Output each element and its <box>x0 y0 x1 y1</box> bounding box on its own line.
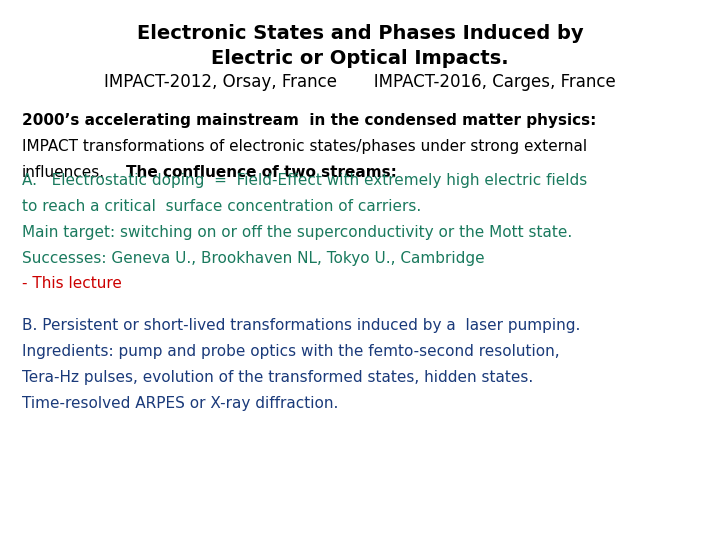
Text: A.   Electrostatic doping  =  Field-Effect with extremely high electric fields: A. Electrostatic doping = Field-Effect w… <box>22 173 587 188</box>
Text: Tera-Hz pulses, evolution of the transformed states, hidden states.: Tera-Hz pulses, evolution of the transfo… <box>22 370 533 385</box>
Text: B. Persistent or short-lived transformations induced by a  laser pumping.: B. Persistent or short-lived transformat… <box>22 318 580 333</box>
Text: to reach a critical  surface concentration of carriers.: to reach a critical surface concentratio… <box>22 199 421 214</box>
Text: Electronic States and Phases Induced by: Electronic States and Phases Induced by <box>137 24 583 43</box>
Text: - This lecture: - This lecture <box>22 276 122 292</box>
Text: IMPACT-2012, Orsay, France       IMPACT-2016, Carges, France: IMPACT-2012, Orsay, France IMPACT-2016, … <box>104 73 616 91</box>
Text: Ingredients: pump and probe optics with the femto-second resolution,: Ingredients: pump and probe optics with … <box>22 344 559 359</box>
Text: Time-resolved ARPES or X-ray diffraction.: Time-resolved ARPES or X-ray diffraction… <box>22 396 338 411</box>
Text: 2000’s accelerating mainstream  in the condensed matter physics:: 2000’s accelerating mainstream in the co… <box>22 113 596 129</box>
Text: Electric or Optical Impacts.: Electric or Optical Impacts. <box>211 49 509 68</box>
Text: Main target: switching on or off the superconductivity or the Mott state.: Main target: switching on or off the sup… <box>22 225 572 240</box>
Text: The confluence of two streams:: The confluence of two streams: <box>126 165 397 180</box>
Text: IMPACT transformations of electronic states/phases under strong external: IMPACT transformations of electronic sta… <box>22 139 587 154</box>
Text: Successes: Geneva U., Brookhaven NL, Tokyo U., Cambridge: Successes: Geneva U., Brookhaven NL, Tok… <box>22 251 485 266</box>
Text: influences.: influences. <box>22 165 104 180</box>
